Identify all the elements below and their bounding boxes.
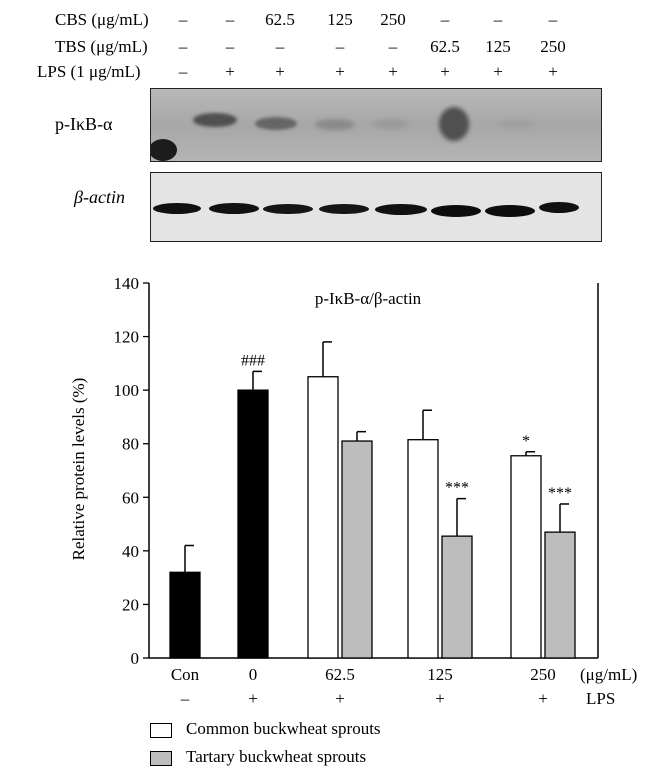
blot-band-dark-corner <box>151 139 177 161</box>
blot-band-lane2 <box>193 113 237 127</box>
table-cell: – <box>335 37 345 56</box>
table-cell: 250 <box>540 37 566 56</box>
chart-title: p-IκB-α/β-actin <box>315 289 422 308</box>
bar <box>544 531 576 659</box>
y-tick-label: 100 <box>114 381 140 400</box>
y-tick-label: 120 <box>114 328 140 347</box>
row-label-tbs: TBS (μg/mL) <box>55 37 148 56</box>
table-cell: 62.5 <box>265 10 295 29</box>
actin-band <box>319 204 369 214</box>
table-cell: – <box>388 37 398 56</box>
x-tick-label: 0 <box>249 665 258 684</box>
actin-band <box>485 205 535 217</box>
bar <box>169 571 201 659</box>
blot-band-lane6 <box>439 107 469 141</box>
blot-panel-actin <box>150 172 602 242</box>
lps-sign: + <box>335 689 345 708</box>
blot-band-lane3 <box>255 117 297 130</box>
significance-mark: *** <box>548 485 572 502</box>
table-cell: – <box>178 10 188 29</box>
y-axis-label: Relative protein levels (%) <box>69 378 88 561</box>
table-cell: 250 <box>380 10 406 29</box>
blot-band-lane5 <box>373 119 409 129</box>
table-cell: + <box>493 62 503 81</box>
lps-sign: + <box>435 689 445 708</box>
y-tick-label: 140 <box>114 274 140 293</box>
y-tick-label: 0 <box>131 649 140 668</box>
significance-mark: * <box>522 433 530 450</box>
bar <box>341 440 373 659</box>
actin-band <box>375 204 427 215</box>
actin-band <box>431 205 481 217</box>
actin-band <box>539 202 579 213</box>
actin-band <box>153 203 201 214</box>
bar <box>237 389 269 659</box>
actin-band <box>263 204 313 214</box>
table-cell: + <box>335 62 345 81</box>
row-label-cbs: CBS (μg/mL) <box>55 10 149 29</box>
row-label-lps: LPS (1 μg/mL) <box>37 62 141 81</box>
significance-mark: *** <box>445 480 469 497</box>
legend-label-common: Common buckwheat sprouts <box>186 719 381 738</box>
table-cell: – <box>548 10 558 29</box>
lps-label: LPS <box>586 689 615 708</box>
blot-label-actin: β-actin <box>74 187 125 207</box>
lps-sign: + <box>538 689 548 708</box>
table-cell: 125 <box>327 10 353 29</box>
x-tick-label: 250 <box>530 665 556 684</box>
lps-sign: + <box>248 689 258 708</box>
blot-panel-ikb <box>150 88 602 162</box>
table-cell: – <box>178 37 188 56</box>
table-cell: – <box>178 62 188 81</box>
significance-mark: ### <box>241 352 265 369</box>
blot-label-ikb: p-IκB-α <box>55 114 113 134</box>
blot-band-lane7 <box>499 119 535 129</box>
table-cell: + <box>440 62 450 81</box>
table-cell: 62.5 <box>430 37 460 56</box>
actin-band <box>209 203 259 214</box>
x-tick-label: 125 <box>427 665 453 684</box>
table-cell: + <box>275 62 285 81</box>
table-cell: – <box>493 10 503 29</box>
y-tick-label: 80 <box>122 435 139 454</box>
legend-label-tartary: Tartary buckwheat sprouts <box>186 747 367 766</box>
blot-band-lane4 <box>315 119 355 130</box>
bar <box>307 376 339 659</box>
bar <box>407 439 439 659</box>
x-unit-label: (μg/mL) <box>580 665 637 684</box>
lps-sign: – <box>180 689 190 708</box>
y-tick-label: 20 <box>122 595 139 614</box>
bar <box>441 535 473 659</box>
table-cell: – <box>275 37 285 56</box>
legend-swatch-common <box>150 723 172 738</box>
table-cell: 125 <box>485 37 511 56</box>
bar <box>510 455 542 659</box>
table-cell: + <box>548 62 558 81</box>
y-tick-label: 60 <box>122 488 139 507</box>
table-cell: + <box>388 62 398 81</box>
table-cell: + <box>225 62 235 81</box>
table-cell: – <box>225 10 235 29</box>
table-cell: – <box>440 10 450 29</box>
legend-swatch-tartary <box>150 751 172 766</box>
y-tick-label: 40 <box>122 542 139 561</box>
table-cell: – <box>225 37 235 56</box>
x-tick-label: Con <box>171 665 200 684</box>
x-tick-label: 62.5 <box>325 665 355 684</box>
